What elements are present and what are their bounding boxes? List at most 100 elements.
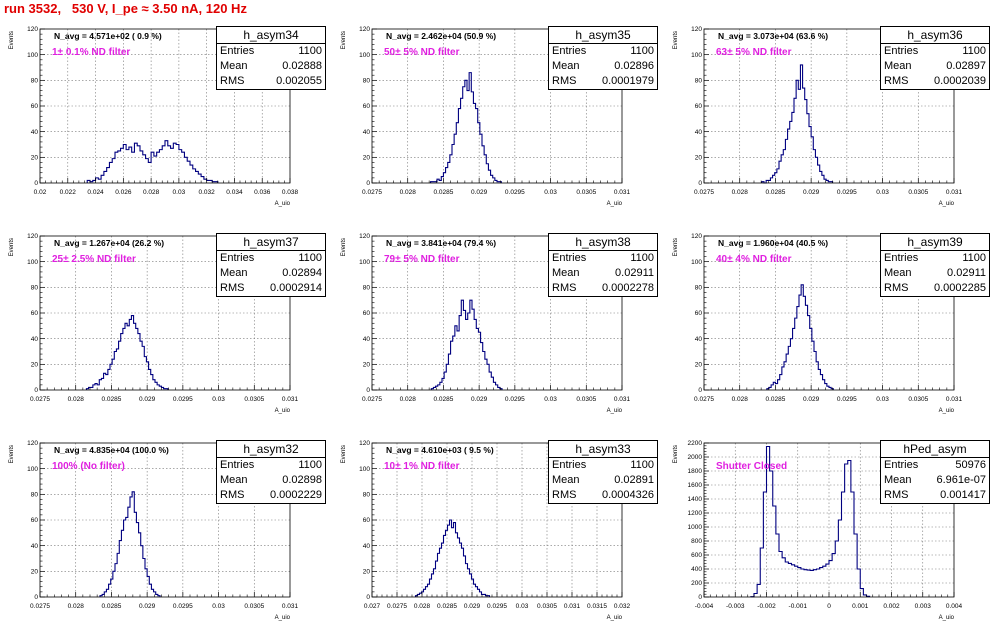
stats-value: 0.0002285 xyxy=(934,282,986,294)
stats-label: Mean xyxy=(552,474,580,486)
x-axis-title: A_uio xyxy=(275,201,291,207)
filter-note: 100% (No filter) xyxy=(52,461,125,472)
run-title: run 3532, 530 V, I_pe ≈ 3.50 nA, 120 Hz xyxy=(4,1,247,16)
histogram-name: hPed_asym xyxy=(881,441,989,458)
histogram-name: h_asym39 xyxy=(881,234,989,251)
stats-value: 0.001417 xyxy=(940,489,986,501)
x-tick-label: 0.032 xyxy=(614,603,631,610)
x-tick-label: 0.03 xyxy=(516,603,529,610)
y-axis-title: Events xyxy=(673,445,679,463)
x-tick-label: 0.03 xyxy=(544,396,557,403)
x-axis-title: A_uio xyxy=(939,408,955,414)
stats-label: Mean xyxy=(552,60,580,72)
x-tick-label: 0.02 xyxy=(34,189,47,196)
y-tick-label: 120 xyxy=(359,233,370,240)
x-tick-label: 0.0315 xyxy=(587,603,607,610)
stats-value: 1100 xyxy=(298,45,322,57)
histogram-panel-h_asym33: 0.027 0.0275 0.028 0.0285 0.029 0.0295 0.03 0.0… xyxy=(332,424,664,631)
x-tick-label: 0.0305 xyxy=(244,603,264,610)
y-tick-label: 60 xyxy=(363,310,371,317)
histogram-plot: 0.0275 0.028 0.0285 0.029 0.0295 0.03 0.0305 0.… xyxy=(9,440,299,621)
y-tick-label: 120 xyxy=(359,26,370,33)
filter-note: 25± 2.5% ND filter xyxy=(52,254,136,265)
y-tick-label: 100 xyxy=(27,466,38,473)
y-tick-label: 200 xyxy=(691,580,702,587)
y-tick-label: 0 xyxy=(34,180,38,187)
histogram-line xyxy=(761,64,834,184)
stats-label: Entries xyxy=(884,252,919,264)
stats-label: RMS xyxy=(884,489,909,501)
x-tick-label: 0.0305 xyxy=(244,396,264,403)
filter-note: Shutter Closed xyxy=(716,461,788,472)
y-tick-label: 40 xyxy=(31,543,39,550)
y-tick-label: 60 xyxy=(363,103,371,110)
x-tick-label: 0.031 xyxy=(614,189,631,196)
stats-label: Mean xyxy=(220,474,248,486)
stats-row-rms: RMS 0.002055 xyxy=(217,74,325,89)
x-tick-label: 0.03 xyxy=(212,603,225,610)
stats-label: Mean xyxy=(884,474,912,486)
x-tick-label: 0.002 xyxy=(883,603,900,610)
stats-value: 0.002055 xyxy=(276,75,322,87)
y-tick-label: 120 xyxy=(359,440,370,447)
stats-row-entries: Entries 1100 xyxy=(549,458,657,473)
stats-label: Entries xyxy=(220,252,255,264)
y-tick-label: 120 xyxy=(691,26,702,33)
x-tick-label: 0.0305 xyxy=(537,603,557,610)
x-tick-label: 0.024 xyxy=(87,189,104,196)
y-tick-label: 100 xyxy=(359,259,370,266)
stats-label: RMS xyxy=(884,282,909,294)
x-tick-label: 0.0285 xyxy=(101,603,121,610)
x-tick-label: 0.029 xyxy=(471,396,488,403)
stats-label: Entries xyxy=(884,459,919,471)
y-tick-label: 0 xyxy=(698,180,702,187)
navg-label: N_avg = 4.610e+03 ( 9.5 %) xyxy=(386,445,494,455)
x-axis-title: A_uio xyxy=(275,615,291,621)
histogram-plot: 0.0275 0.028 0.0285 0.029 0.0295 0.03 0.0305 0.… xyxy=(9,233,299,414)
stats-value: 50976 xyxy=(955,459,986,471)
y-tick-label: 20 xyxy=(363,155,371,162)
stats-label: Mean xyxy=(884,267,912,279)
x-axis-title: A_uio xyxy=(275,408,291,414)
x-tick-label: 0.0275 xyxy=(387,603,407,610)
y-tick-label: 80 xyxy=(363,285,371,292)
y-axis-title: Events xyxy=(673,238,679,256)
x-tick-label: 0.0305 xyxy=(908,189,928,196)
stats-row-rms: RMS 0.0002229 xyxy=(217,488,325,503)
y-axis-title: Events xyxy=(9,31,15,49)
x-tick-label: 0.029 xyxy=(139,603,156,610)
y-tick-label: 100 xyxy=(359,466,370,473)
x-tick-label: 0.0285 xyxy=(765,189,785,196)
stats-label: Entries xyxy=(552,459,587,471)
stats-label: Mean xyxy=(220,60,248,72)
histogram-name: h_asym38 xyxy=(549,234,657,251)
x-tick-label: 0.028 xyxy=(143,189,160,196)
histogram-line xyxy=(414,519,491,597)
stats-value: 0.02888 xyxy=(282,60,322,72)
stats-label: Entries xyxy=(220,45,255,57)
y-tick-label: 20 xyxy=(31,569,39,576)
stats-box: h_asym37 Entries 1100 Mean 0.02894 RMS 0.00029… xyxy=(216,233,326,297)
stats-value: 0.0002278 xyxy=(602,282,654,294)
y-tick-label: 0 xyxy=(34,594,38,601)
stats-value: 0.02897 xyxy=(946,60,986,72)
stats-row-mean: Mean 0.02898 xyxy=(217,473,325,488)
stats-value: 0.0001979 xyxy=(602,75,654,87)
x-tick-label: 0.0285 xyxy=(765,396,785,403)
x-tick-label: 0.031 xyxy=(946,396,963,403)
x-tick-label: 0.03 xyxy=(876,396,889,403)
stats-row-entries: Entries 1100 xyxy=(217,44,325,59)
x-tick-label: 0.032 xyxy=(199,189,216,196)
x-tick-label: -0.001 xyxy=(789,603,808,610)
histogram-plot: 0.0275 0.028 0.0285 0.029 0.0295 0.03 0.0305 0.… xyxy=(673,233,963,414)
x-tick-label: 0.0295 xyxy=(505,396,525,403)
y-tick-label: 0 xyxy=(366,594,370,601)
stats-box: h_asym32 Entries 1100 Mean 0.02898 RMS 0.00022… xyxy=(216,440,326,504)
x-tick-label: 0.028 xyxy=(400,396,417,403)
x-tick-label: 0.0295 xyxy=(487,603,507,610)
x-tick-label: 0.028 xyxy=(68,396,85,403)
histogram-line xyxy=(766,284,834,390)
navg-label: N_avg = 3.073e+04 (63.6 %) xyxy=(718,31,829,41)
histogram-line xyxy=(430,299,503,390)
x-tick-label: 0.034 xyxy=(226,189,243,196)
